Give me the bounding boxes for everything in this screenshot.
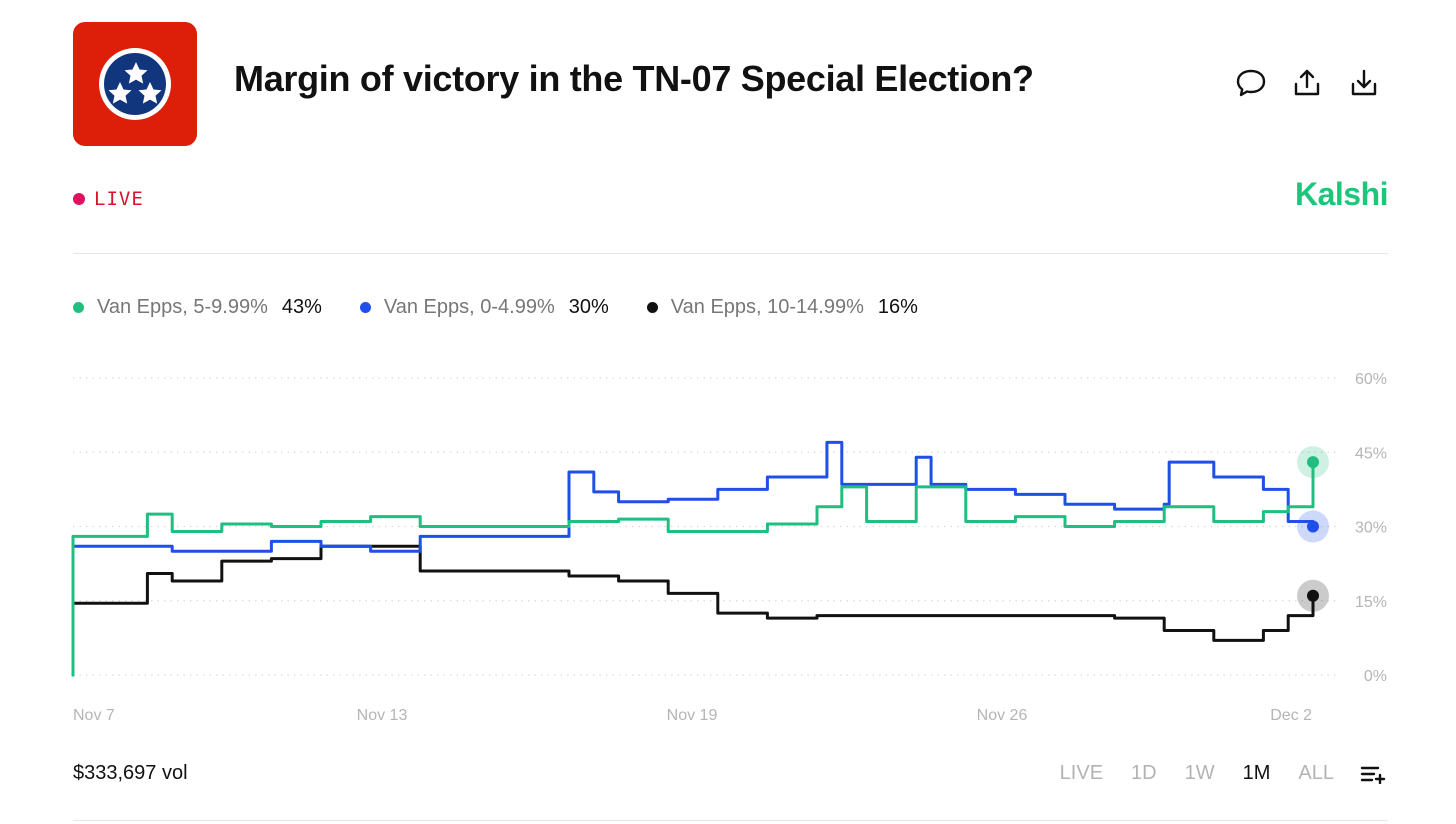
legend-swatch xyxy=(73,302,84,313)
chart-legend: Van Epps, 5-9.99% 43% Van Epps, 0-4.99% … xyxy=(73,296,956,319)
legend-swatch xyxy=(359,302,371,313)
series-line[interactable] xyxy=(71,460,1315,677)
share-icon[interactable] xyxy=(1290,66,1324,100)
live-status: LIVE xyxy=(73,188,144,210)
series-line[interactable] xyxy=(71,440,1315,677)
live-label: LIVE xyxy=(94,188,144,210)
brand-logo[interactable]: Kalshi xyxy=(1294,176,1389,212)
x-tick-label: Nov 19 xyxy=(667,707,718,724)
flag-star xyxy=(138,82,162,104)
time-range-selector: LIVE 1D 1W 1M ALL xyxy=(1032,762,1386,785)
y-tick-label: 0% xyxy=(1364,668,1387,685)
chart-settings-icon[interactable] xyxy=(1360,764,1386,784)
legend-value: 16% xyxy=(877,296,918,318)
series-line[interactable] xyxy=(71,544,1315,677)
tennessee-flag-logo xyxy=(73,22,197,146)
range-button-all[interactable]: ALL xyxy=(1298,762,1334,784)
header-divider xyxy=(73,253,1388,254)
y-tick-label: 45% xyxy=(1355,445,1387,462)
range-button-1m[interactable]: 1M xyxy=(1242,762,1271,784)
download-icon[interactable] xyxy=(1347,66,1381,100)
legend-item[interactable]: Van Epps, 5-9.99% 43% xyxy=(73,296,322,319)
range-button-1d[interactable]: 1D xyxy=(1131,762,1157,784)
range-button-1w[interactable]: 1W xyxy=(1184,762,1215,784)
legend-value: 30% xyxy=(568,296,609,318)
y-tick-label: 30% xyxy=(1355,520,1387,537)
y-tick-label: 15% xyxy=(1355,594,1387,611)
series-endpoint-dot xyxy=(1307,456,1319,469)
flag-star xyxy=(108,82,132,104)
series-endpoint-dot xyxy=(1307,589,1319,602)
legend-label: Van Epps, 5-9.99% xyxy=(97,296,268,318)
page-title: Margin of victory in the TN-07 Special E… xyxy=(234,58,1034,99)
price-chart[interactable]: 60% 45% 30% 15% 0% Nov 7 Nov 13 Nov 19 Nov 26 De… xyxy=(0,360,1456,730)
volume-label: $333,697 vol xyxy=(73,762,188,784)
live-dot-icon xyxy=(73,193,85,205)
legend-item[interactable]: Van Epps, 10-14.99% 16% xyxy=(646,296,918,319)
flag-star xyxy=(124,62,148,84)
y-tick-label: 60% xyxy=(1355,371,1387,388)
footer-divider xyxy=(73,820,1388,821)
x-tick-label: Dec 2 xyxy=(1270,707,1312,724)
legend-swatch xyxy=(646,302,658,313)
comment-icon[interactable] xyxy=(1234,66,1268,100)
legend-item[interactable]: Van Epps, 0-4.99% 30% xyxy=(359,296,609,319)
flag-emblem xyxy=(99,48,171,120)
series-endpoint-dot xyxy=(1307,520,1319,533)
x-tick-label: Nov 7 xyxy=(73,707,115,724)
legend-label: Van Epps, 10-14.99% xyxy=(670,296,864,318)
legend-value: 43% xyxy=(281,296,322,318)
range-button-live[interactable]: LIVE xyxy=(1059,762,1104,784)
x-tick-label: Nov 26 xyxy=(977,707,1028,724)
x-tick-label: Nov 13 xyxy=(357,707,408,724)
legend-label: Van Epps, 0-4.99% xyxy=(383,296,555,318)
